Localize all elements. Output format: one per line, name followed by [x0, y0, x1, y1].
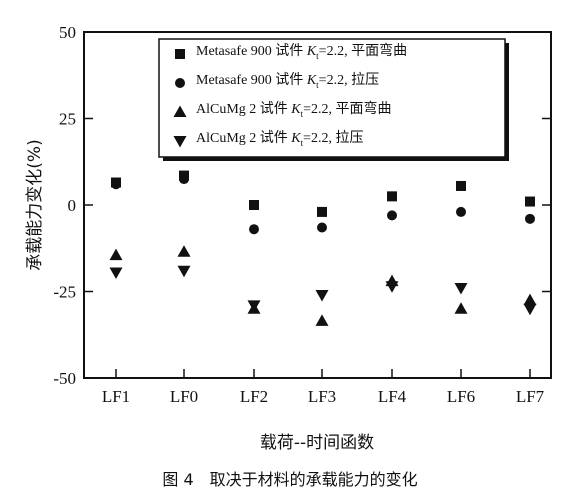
x-tick-label: LF2: [240, 387, 268, 406]
legend-marker-4: [173, 136, 187, 148]
data-point-series-1-lf2: [249, 200, 259, 210]
x-tick-label: LF0: [170, 387, 198, 406]
data-point-series-2-lf1: [111, 179, 121, 190]
legend-marker-2: [175, 78, 185, 88]
data-point-series-4-lf7: [523, 303, 537, 316]
x-tick-label: LF1: [102, 387, 130, 406]
data-point-series-3-lf6: [454, 302, 468, 314]
x-tick-label: LF6: [447, 387, 475, 406]
data-points: [109, 170, 537, 326]
data-point-series-1-lf6: [456, 180, 466, 191]
data-point-series-1-lf7: [525, 196, 535, 207]
legend-label-2: Metasafe 900 试件 Kt=2.2, 拉压: [196, 73, 380, 90]
legend-entry-3: AlCuMg 2 试件 Kt=2.2, 平面弯曲: [196, 102, 392, 119]
data-point-series-2-lf0: [179, 174, 189, 185]
data-point-series-2-lf2: [249, 224, 259, 235]
data-point-series-1-lf4: [387, 191, 397, 202]
legend-box: [158, 38, 506, 158]
x-axis-title: 载荷--时间函数: [260, 433, 374, 453]
x-tick-label: LF3: [308, 387, 336, 406]
y-tick-label: 0: [68, 196, 77, 215]
data-point-series-4-lf1: [109, 267, 123, 279]
legend-marker-1: [175, 49, 185, 59]
y-tick-label: -50: [53, 369, 76, 388]
data-point-series-3-lf0: [177, 245, 191, 257]
legend-items: Metasafe 900 试件 Kt=2.2, 平面弯曲 Metasafe 900…: [173, 44, 408, 148]
figure-caption: 图 4 取决于材料的承载能力的变化: [162, 470, 417, 489]
legend-entry-4: AlCuMg 2 试件 Kt=2.2, 拉压: [196, 131, 364, 148]
legend-label-4: AlCuMg 2 试件 Kt=2.2, 拉压: [196, 131, 364, 148]
data-point-series-2-lf7: [525, 213, 535, 224]
data-point-series-4-lf0: [177, 265, 191, 278]
x-axis-ticks: LF1 LF0 LF2 LF3 LF4 LF6 LF7: [102, 369, 545, 406]
legend: Metasafe 900 试件 Kt=2.2, 平面弯曲 Metasafe 900…: [158, 38, 509, 161]
legend-entry-2: Metasafe 900 试件 Kt=2.2, 拉压: [196, 73, 380, 90]
y-tick-label: -25: [53, 283, 76, 302]
data-point-series-4-lf2: [247, 300, 261, 312]
legend-label-1: Metasafe 900 试件 Kt=2.2, 平面弯曲: [196, 44, 408, 61]
data-point-series-2-lf6: [456, 206, 466, 217]
data-point-series-1-lf3: [317, 206, 327, 217]
y-tick-label: 50: [59, 23, 76, 42]
x-tick-label: LF7: [516, 387, 545, 406]
y-tick-label: 25: [59, 110, 76, 129]
y-axis-ticks: 50 25 0 -25 -50: [53, 23, 551, 388]
y-axis-title: 承载能力变化(%): [25, 139, 45, 270]
legend-label-3: AlCuMg 2 试件 Kt=2.2, 平面弯曲: [196, 102, 392, 119]
data-point-series-2-lf3: [317, 222, 327, 233]
data-point-series-3-lf1: [109, 248, 123, 261]
data-point-series-2-lf4: [387, 210, 397, 221]
data-point-series-4-lf3: [315, 289, 329, 302]
x-tick-label: LF4: [378, 387, 407, 406]
legend-marker-3: [173, 105, 187, 117]
data-point-series-3-lf3: [315, 314, 329, 326]
data-point-series-4-lf4: [385, 281, 399, 293]
legend-entry-1: Metasafe 900 试件 Kt=2.2, 平面弯曲: [196, 44, 408, 61]
data-point-series-3-lf7: [523, 293, 537, 306]
data-point-series-4-lf6: [454, 283, 468, 295]
